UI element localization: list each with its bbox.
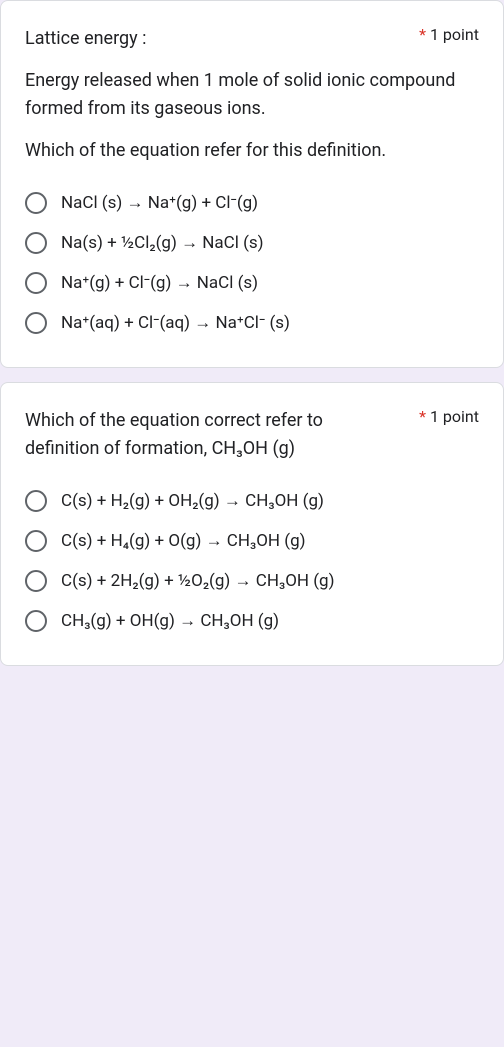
radio-icon bbox=[25, 530, 47, 552]
required-mark: * bbox=[419, 25, 426, 44]
option-label: C(s) + H₂(g) + OH₂(g) → CH₃OH (g) bbox=[61, 489, 324, 513]
question-title: Lattice energy : bbox=[25, 25, 397, 53]
option-label: Na(s) + ½Cl₂(g) → NaCl (s) bbox=[61, 231, 264, 255]
radio-icon bbox=[25, 312, 47, 334]
radio-icon bbox=[25, 272, 47, 294]
radio-icon bbox=[25, 232, 47, 254]
required-mark: * bbox=[419, 407, 426, 426]
question-card: Lattice energy : * 1 point Energy releas… bbox=[0, 0, 504, 368]
question-description: Energy released when 1 mole of solid ion… bbox=[25, 67, 479, 123]
question-points: * 1 point bbox=[415, 25, 479, 44]
radio-option[interactable]: C(s) + 2H₂(g) + ½O₂(g) → CH₃OH (g) bbox=[25, 561, 479, 601]
points-text: 1 point bbox=[430, 25, 479, 44]
radio-option[interactable]: Na⁺(aq) + Cl⁻(aq) → Na⁺Cl⁻ (s) bbox=[25, 303, 479, 343]
radio-option[interactable]: C(s) + H₂(g) + OH₂(g) → CH₃OH (g) bbox=[25, 481, 479, 521]
option-label: CH₃(g) + OH(g) → CH₃OH (g) bbox=[61, 609, 279, 633]
radio-icon bbox=[25, 490, 47, 512]
options-group: C(s) + H₂(g) + OH₂(g) → CH₃OH (g) C(s) +… bbox=[25, 481, 479, 641]
option-label: Na⁺(aq) + Cl⁻(aq) → Na⁺Cl⁻ (s) bbox=[61, 311, 290, 335]
question-card: Which of the equation correct refer to d… bbox=[0, 382, 504, 666]
option-label: C(s) + 2H₂(g) + ½O₂(g) → CH₃OH (g) bbox=[61, 569, 335, 593]
question-header: Lattice energy : * 1 point bbox=[25, 25, 479, 53]
radio-option[interactable]: C(s) + H₄(g) + O(g) → CH₃OH (g) bbox=[25, 521, 479, 561]
options-group: NaCl (s) → Na⁺(g) + Cl⁻(g) Na(s) + ½Cl₂(… bbox=[25, 183, 479, 343]
option-label: C(s) + H₄(g) + O(g) → CH₃OH (g) bbox=[61, 529, 306, 553]
points-text: 1 point bbox=[430, 407, 479, 426]
question-header: Which of the equation correct refer to d… bbox=[25, 407, 479, 463]
option-label: NaCl (s) → Na⁺(g) + Cl⁻(g) bbox=[61, 191, 258, 215]
radio-icon bbox=[25, 570, 47, 592]
radio-icon bbox=[25, 610, 47, 632]
question-title-text: Which of the equation correct refer to d… bbox=[25, 410, 323, 459]
option-label: Na⁺(g) + Cl⁻(g) → NaCl (s) bbox=[61, 271, 258, 295]
question-points: * 1 point bbox=[415, 407, 479, 426]
radio-option[interactable]: CH₃(g) + OH(g) → CH₃OH (g) bbox=[25, 601, 479, 641]
radio-option[interactable]: NaCl (s) → Na⁺(g) + Cl⁻(g) bbox=[25, 183, 479, 223]
radio-icon bbox=[25, 192, 47, 214]
question-description: Which of the equation refer for this def… bbox=[25, 137, 479, 165]
radio-option[interactable]: Na(s) + ½Cl₂(g) → NaCl (s) bbox=[25, 223, 479, 263]
radio-option[interactable]: Na⁺(g) + Cl⁻(g) → NaCl (s) bbox=[25, 263, 479, 303]
question-title: Which of the equation correct refer to d… bbox=[25, 407, 397, 463]
question-title-text: Lattice energy : bbox=[25, 28, 146, 49]
